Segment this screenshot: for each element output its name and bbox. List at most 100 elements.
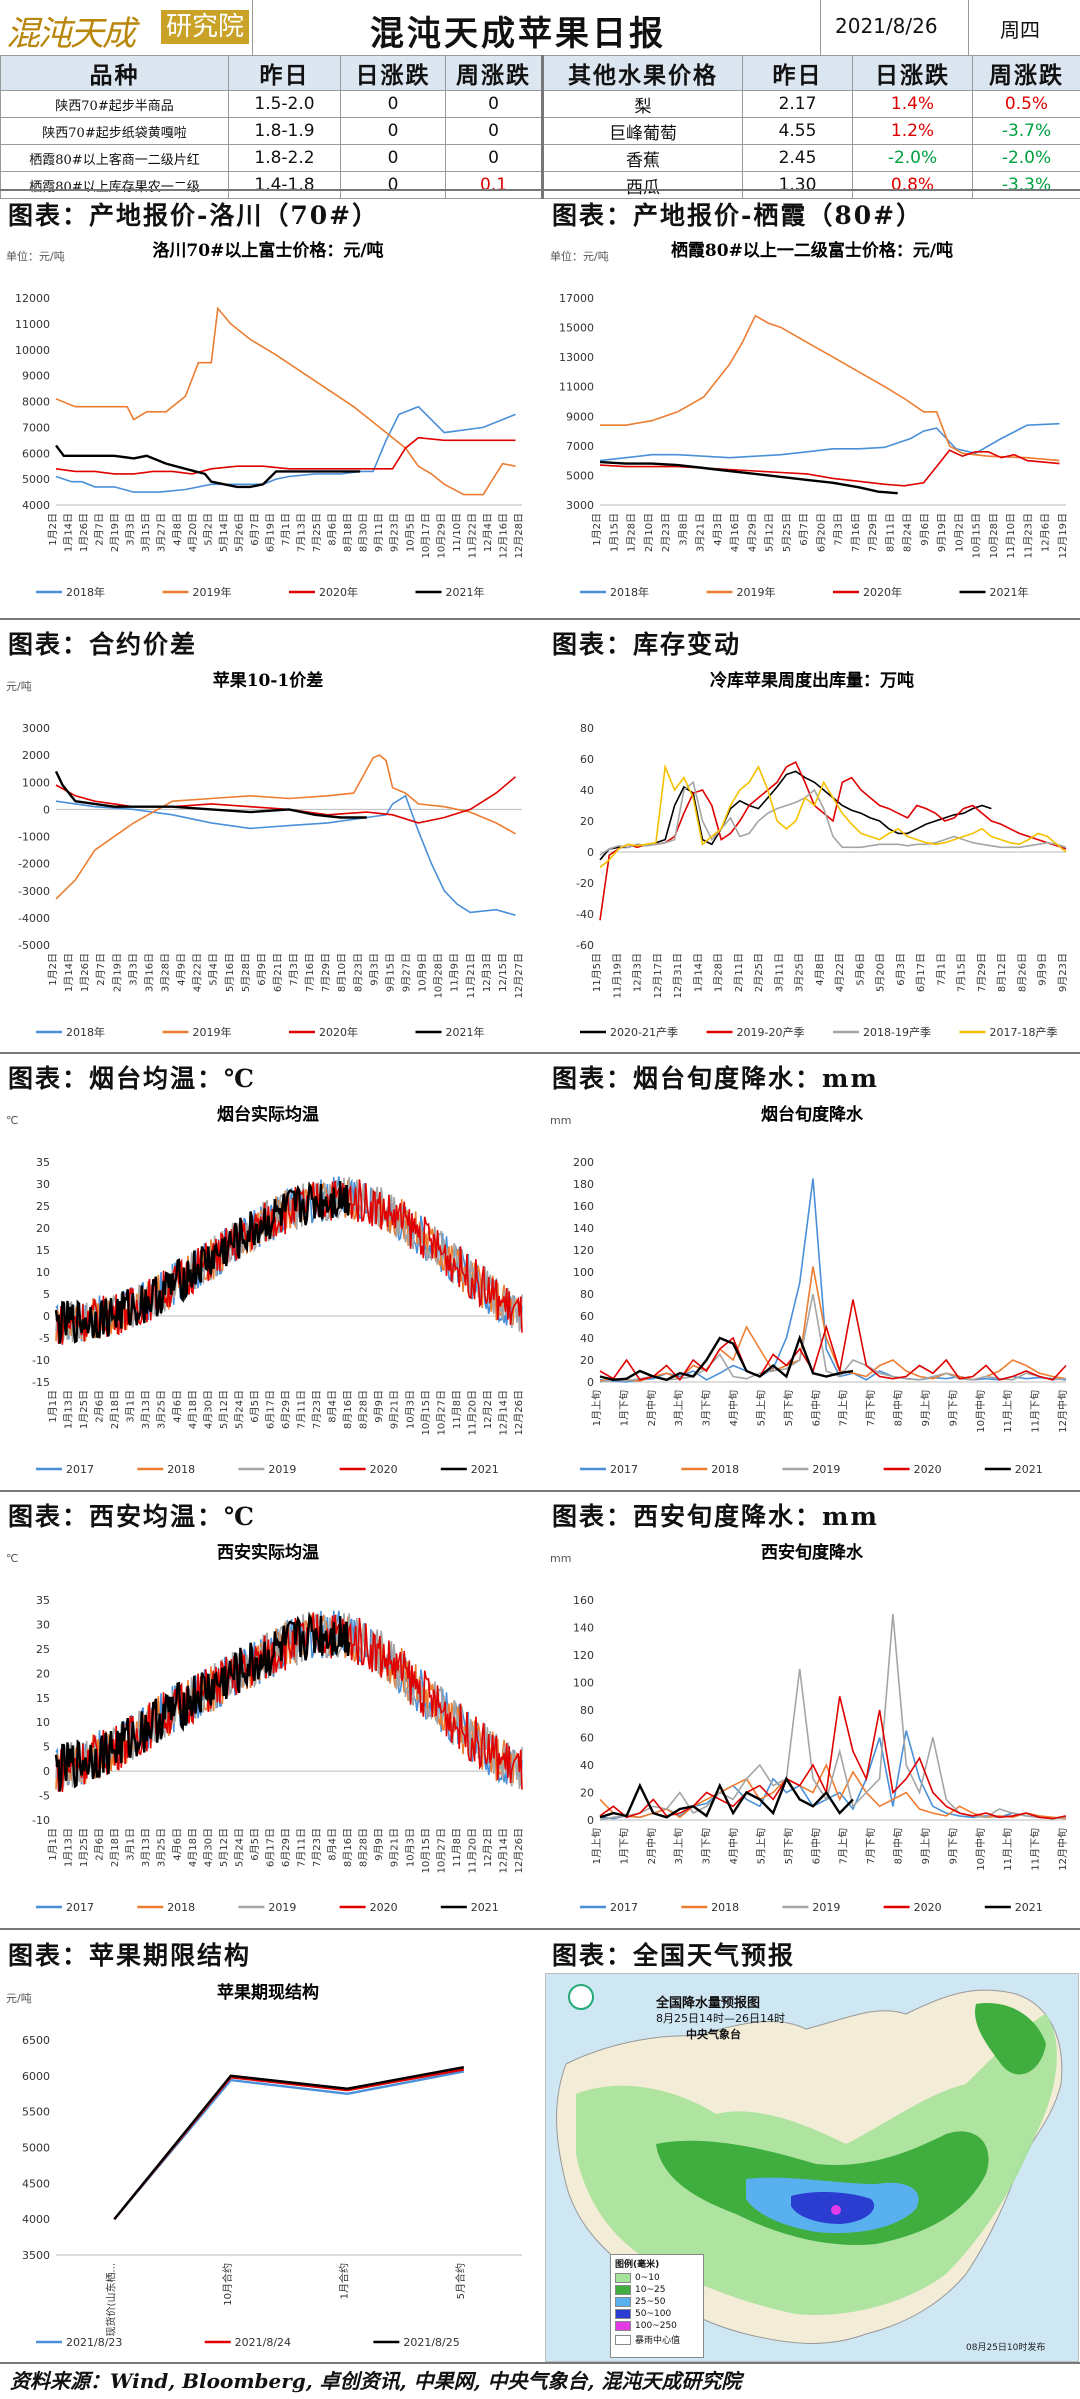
panel-title-yt-temp: 图表：烟台均温：℃ (8, 1059, 256, 1095)
legend-label: 2018年 (66, 585, 105, 599)
legend-label: 2020 (914, 1463, 942, 1476)
x-tick-label: 1月2日 (47, 513, 59, 546)
x-tick-label: 2月11日 (733, 953, 745, 992)
legend-label: 2018年 (610, 585, 649, 599)
chart-unit: 元/吨 (6, 680, 32, 693)
x-tick-label: 6月17日 (915, 953, 927, 992)
x-tick-label: 5月下旬 (782, 1390, 795, 1426)
x-tick-label: 7月16日 (304, 953, 316, 992)
map-agency: 中央气象台 (686, 2026, 741, 2042)
x-tick-label: 6月中旬 (809, 1390, 822, 1426)
y-tick-label: 5000 (22, 473, 50, 486)
y-tick-label: -15 (32, 1376, 50, 1389)
x-tick-label: 11月下旬 (1029, 1828, 1042, 1871)
legend-label: 2020年 (863, 585, 902, 599)
x-tick-label: 1月2日 (591, 513, 603, 546)
cma-logo-icon (568, 1984, 594, 2010)
legend-label: 2017 (66, 1463, 94, 1476)
x-tick-label: 9月11日 (373, 513, 385, 552)
x-tick-label: 12月16日 (497, 513, 509, 558)
y-tick-label: 0 (587, 846, 594, 859)
report-weekday: 周四 (1000, 14, 1040, 43)
y-tick-label: 7000 (566, 440, 594, 453)
yesterday-price: 1.5-2.0 (229, 91, 341, 118)
header-cell: 品种 (1, 56, 229, 91)
y-tick-label: 180 (573, 1178, 594, 1191)
legend-label: 2021 (1015, 1901, 1043, 1914)
chart-term-structure: 苹果期现结构元/吨3500400045005000550060006500现货价… (0, 1970, 536, 2360)
chart-title: 烟台旬度降水 (761, 1104, 864, 1125)
y-tick-label: 0 (43, 1310, 50, 1323)
x-tick-label: 2月7日 (95, 953, 107, 986)
x-tick-label: 7月11日 (296, 1828, 308, 1867)
x-tick-label: 6月5日 (249, 1828, 261, 1861)
x-tick-label: 8月18日 (342, 513, 354, 552)
x-tick-label: 3月28日 (159, 953, 171, 992)
legend-label: 2021/8/25 (403, 2336, 459, 2349)
x-tick-label: 3月3日 (127, 953, 139, 986)
report-title: 混沌天成苹果日报 (370, 6, 666, 55)
y-tick-label: 60 (580, 753, 594, 766)
y-tick-label: 60 (580, 1732, 594, 1745)
header-cell: 昨日 (743, 56, 853, 91)
x-tick-label: 4月22日 (834, 953, 846, 992)
x-tick-label: 5月26日 (233, 513, 245, 552)
panel-title-weather: 图表：全国天气预报 (552, 1936, 795, 1972)
x-tick-label: 12月2日 (482, 1390, 494, 1429)
x-tick-label: 7月13日 (296, 513, 308, 552)
map-legend-item: 0~10 (611, 2272, 703, 2284)
map-legend-item: 25~50 (611, 2296, 703, 2308)
legend-label: 2018-19产季 (863, 1025, 931, 1039)
x-tick-label: 4月6日 (171, 1828, 183, 1861)
x-tick-label: 5月6日 (854, 953, 866, 986)
x-tick-label: 8月16日 (342, 1390, 354, 1429)
x-tick-label: 3月13日 (140, 1390, 152, 1429)
x-tick-label: 7月11日 (296, 1390, 308, 1429)
y-tick-label: -40 (576, 908, 594, 921)
x-tick-label: 8月12日 (996, 953, 1008, 992)
x-tick-label: 8月28日 (358, 1390, 370, 1429)
header-cell: 日涨跌 (341, 56, 446, 91)
series-line (600, 424, 1060, 461)
chart-unit: 单位：元/吨 (550, 249, 609, 263)
map-issue-time: 08月25日10时发布 (966, 2340, 1045, 2353)
y-tick-label: 80 (580, 722, 594, 735)
legend-swatch (615, 2335, 631, 2345)
x-tick-label: 3月13日 (140, 1828, 152, 1867)
chart-title: 西安实际均温 (217, 1542, 319, 1563)
x-tick-label: 9月下旬 (946, 1828, 959, 1864)
fruit-name: 香蕉 (543, 145, 743, 172)
fruit-daily-change: 1.4% (853, 91, 973, 118)
y-tick-label: 11000 (15, 318, 50, 331)
x-tick-label: 1月1日 (47, 1828, 59, 1861)
x-tick-label: 2月中旬 (645, 1828, 658, 1864)
x-tick-label: 1月上旬 (590, 1390, 603, 1426)
series-line (56, 308, 516, 494)
x-tick-label: 6月17日 (264, 1390, 276, 1429)
x-tick-label: 4月16日 (729, 513, 741, 552)
x-tick-label: 12月27日 (513, 953, 525, 998)
y-tick-label: 1000 (22, 776, 50, 789)
x-tick-label: 9月下旬 (946, 1390, 959, 1426)
legend-label: 2019 (812, 1901, 840, 1914)
y-tick-label: -2000 (18, 858, 50, 871)
chart-title: 苹果10-1价差 (213, 670, 324, 691)
x-tick-label: 3月15日 (140, 513, 152, 552)
y-tick-label: 15 (36, 1692, 50, 1705)
x-tick-label: 3月下旬 (700, 1828, 713, 1864)
y-tick-label: -5 (39, 1332, 50, 1345)
x-tick-label: 7月下旬 (864, 1828, 877, 1864)
panel-title-term: 图表：苹果期限结构 (8, 1936, 251, 1972)
x-tick-label: 10月28日 (433, 953, 445, 998)
x-tick-label: 6月9日 (256, 953, 268, 986)
y-tick-label: 40 (580, 1759, 594, 1772)
legend-label: 2021 (471, 1463, 499, 1476)
daily-change: 0 (341, 118, 446, 145)
y-tick-label: 6000 (22, 447, 50, 460)
x-tick-label: 12月14日 (497, 1828, 509, 1873)
y-tick-label: 20 (580, 1354, 594, 1367)
chart-title: 苹果期现结构 (217, 1982, 319, 2003)
x-tick-label: 3月下旬 (700, 1390, 713, 1426)
